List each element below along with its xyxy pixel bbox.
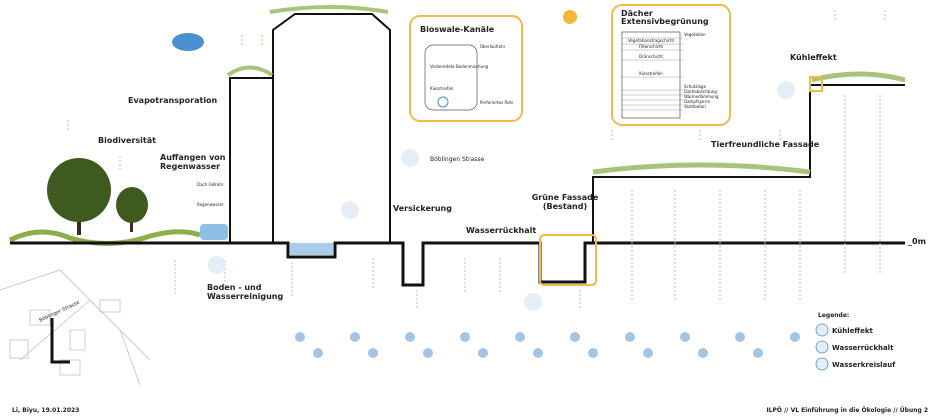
roof-green [228, 7, 388, 75]
map-street: Böblinger Strasse [38, 300, 80, 324]
layer-label: Dränschicht [639, 54, 663, 59]
label: Wasserrückhalt [466, 226, 536, 235]
label: Tierfreundliche Fassade [711, 140, 820, 149]
label: Grüne Fassade(Bestand) [532, 193, 599, 211]
water-icon [524, 293, 542, 311]
building-tall [273, 14, 390, 242]
cool-icon [777, 81, 795, 99]
part-label: Vorbereitete Bodenmischung [430, 64, 489, 69]
legend-label: Wasserkreislauf [832, 361, 896, 369]
ground-line [10, 243, 905, 285]
legend-label: Wasserrückhalt [832, 344, 894, 352]
part-label: Perforiertes Rohr [480, 100, 514, 105]
legend-icon [816, 341, 828, 353]
sun [563, 10, 577, 24]
callout-title: Bioswale-Kanäle [420, 25, 495, 34]
layer-label: Stahlbeton [684, 104, 706, 109]
label: Versickerung [393, 204, 452, 213]
label: Böblingen Strasse [430, 156, 484, 163]
layer-label: Vegetation [684, 32, 706, 37]
footer-course: ILPÖ // VL Einführung in die Ökologie //… [766, 407, 928, 414]
legend: Kühleffekt Wasserrückhalt Wasserkreislauf [816, 324, 896, 370]
layer-label: Vegetationstragschicht [628, 38, 675, 43]
rain-barrel [200, 224, 228, 240]
trees [47, 158, 148, 235]
part-label: Kiesstreifen [430, 86, 454, 91]
legend-label: Kühleffekt [832, 327, 873, 335]
label: Evapotransporation [128, 96, 218, 105]
water-icon [341, 201, 359, 219]
layer-label: Kiesstreifen [639, 71, 663, 76]
cycle-icon [208, 256, 226, 274]
footer-author: Li, Biyu, 19.01.2023 [12, 407, 79, 414]
diagram: Böblinger Strasse Evapotransporation Bio… [0, 0, 931, 418]
water-basin [290, 243, 333, 255]
cloud [172, 33, 204, 51]
legend-icon [816, 324, 828, 336]
cool-icon [401, 149, 419, 167]
label: Kühleffekt [790, 53, 837, 62]
label: Biodiversität [98, 136, 156, 145]
layer-label: Filterschicht [639, 44, 664, 49]
label: Dach Fallrohr [197, 182, 224, 187]
label: _0m [908, 237, 926, 246]
building-left [230, 78, 273, 242]
legend-icon [816, 358, 828, 370]
label: Regenwasser [197, 202, 224, 207]
legend-title: Legende: [818, 312, 849, 319]
part-label: Überlaufrohr [480, 44, 506, 49]
water-dots [295, 332, 800, 358]
site-map [0, 270, 150, 385]
